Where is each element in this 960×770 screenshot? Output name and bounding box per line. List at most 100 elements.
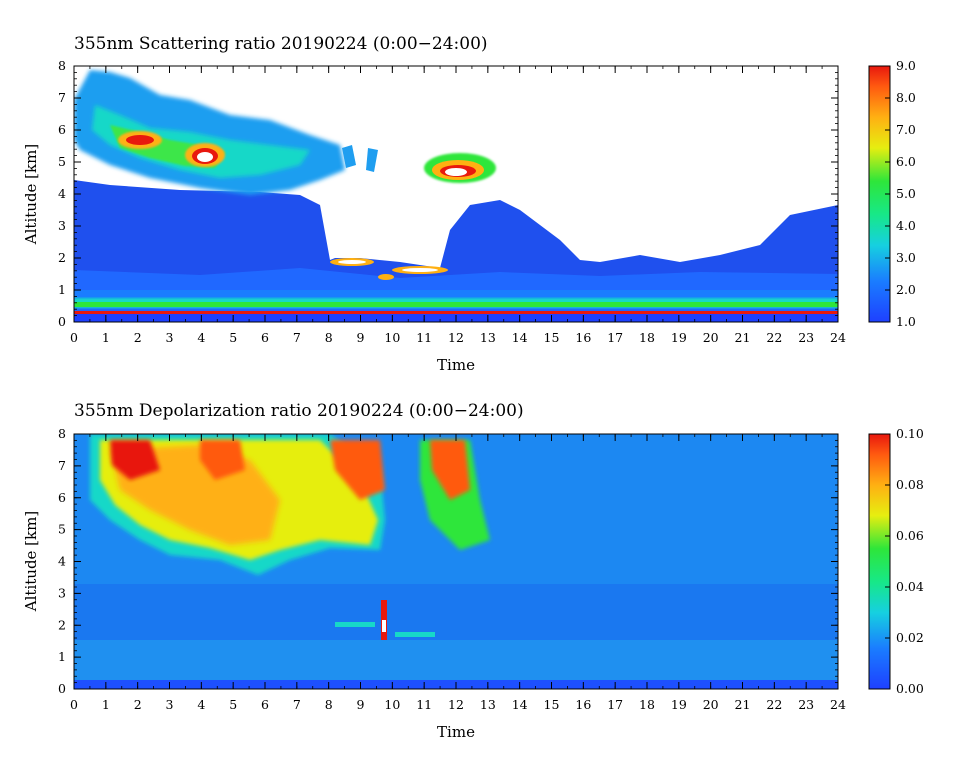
x-tick-label: 12 xyxy=(448,330,464,345)
x-tick-label: 21 xyxy=(735,330,751,345)
x-tick-label: 4 xyxy=(197,697,205,712)
x-tick-label: 23 xyxy=(798,330,814,345)
x-tick-label: 13 xyxy=(480,330,496,345)
depol-midday-red xyxy=(430,440,470,500)
x-tick-label: 11 xyxy=(416,330,432,345)
y-tick-label: 5 xyxy=(58,154,66,169)
panel-scattering-ratio: 355nm Scattering ratio 20190224 (0:00−24… xyxy=(22,34,916,374)
colorbar-tick-label: 0.00 xyxy=(896,681,924,696)
x-tick-label: 23 xyxy=(798,697,814,712)
x-tick-label: 18 xyxy=(639,330,655,345)
x-tick-label: 1 xyxy=(102,697,110,712)
panel2-colorbar-gradient xyxy=(868,433,891,690)
depol-low-cloud-cyan-1 xyxy=(335,622,375,627)
y-tick-label: 6 xyxy=(58,490,66,505)
colorbar-tick-label: 1.0 xyxy=(896,314,916,329)
y-tick-label: 7 xyxy=(58,458,66,473)
depol-low-cloud-sat xyxy=(382,620,386,632)
colorbar-tick-label: 7.0 xyxy=(896,122,916,137)
panel1-x-axis: 0 1 2 3 4 5 6 7 8 9 10 11 12 13 14 15 16 17 18 19 20 21 22 23 24 xyxy=(70,66,846,345)
x-tick-label: 15 xyxy=(544,697,560,712)
x-tick-label: 14 xyxy=(512,330,528,345)
x-tick-label: 14 xyxy=(512,697,528,712)
x-tick-label: 20 xyxy=(703,697,719,712)
colorbar-tick-label: 6.0 xyxy=(896,154,916,169)
x-tick-label: 4 xyxy=(197,330,205,345)
colorbar-tick-label: 0.08 xyxy=(896,477,924,492)
panel1-y-axis: 0 1 2 3 4 5 6 7 8 xyxy=(58,58,838,329)
y-tick-label: 5 xyxy=(58,522,66,537)
y-tick-label: 4 xyxy=(58,554,66,569)
colorbar-tick-label: 9.0 xyxy=(896,58,916,73)
colorbar-tick-label: 4.0 xyxy=(896,218,916,233)
colorbar-tick-label: 0.04 xyxy=(896,579,924,594)
x-tick-label: 11 xyxy=(416,697,432,712)
cirrus-cyan xyxy=(92,105,310,178)
panel2-x-axis: 0 1 2 3 4 5 6 7 8 9 10 11 12 13 14 15 16 17 18 19 20 21 22 23 24 xyxy=(70,434,846,712)
bl-band-red xyxy=(74,311,838,314)
x-tick-label: 19 xyxy=(671,697,687,712)
cirrus-core-2-sat xyxy=(197,152,213,162)
x-tick-label: 6 xyxy=(261,330,269,345)
panel2-y-axis: 0 1 2 3 4 5 6 7 8 xyxy=(58,426,838,696)
panel2-colorbar: 0.00 0.02 0.04 0.06 0.08 0.10 xyxy=(868,426,924,696)
x-tick-label: 1 xyxy=(102,330,110,345)
x-tick-label: 9 xyxy=(357,697,365,712)
x-tick-label: 8 xyxy=(325,697,333,712)
cirrus-core-1-red xyxy=(126,135,154,145)
x-tick-label: 15 xyxy=(544,330,560,345)
x-tick-label: 16 xyxy=(575,697,591,712)
x-tick-label: 19 xyxy=(671,330,687,345)
x-tick-label: 8 xyxy=(325,330,333,345)
depol-cirrus-red-1 xyxy=(110,440,160,480)
y-tick-label: 6 xyxy=(58,122,66,137)
x-tick-label: 3 xyxy=(166,697,174,712)
x-tick-label: 22 xyxy=(766,697,782,712)
depol-cirrus-red-2 xyxy=(200,440,245,480)
x-tick-label: 2 xyxy=(134,697,142,712)
patch-cloud-2 xyxy=(366,148,378,172)
x-tick-label: 16 xyxy=(575,330,591,345)
y-tick-label: 1 xyxy=(58,649,66,664)
x-tick-label: 12 xyxy=(448,697,464,712)
x-tick-label: 2 xyxy=(134,330,142,345)
x-tick-label: 0 xyxy=(70,330,78,345)
depol-cirrus-red-3 xyxy=(330,440,385,500)
x-tick-label: 0 xyxy=(70,697,78,712)
panel2-colorbar-ticks: 0.00 0.02 0.04 0.06 0.08 0.10 xyxy=(885,426,924,696)
colorbar-tick-label: 0.06 xyxy=(896,528,924,543)
x-tick-label: 10 xyxy=(384,330,400,345)
panel1-heatmap xyxy=(74,66,838,322)
depol-bl xyxy=(74,640,838,680)
panel2-title: 355nm Depolarization ratio 20190224 (0:0… xyxy=(74,401,524,421)
y-tick-label: 2 xyxy=(58,250,66,265)
panel2-heatmap xyxy=(74,434,838,689)
depol-low-cloud-cyan-2 xyxy=(395,632,435,637)
y-tick-label: 8 xyxy=(58,58,66,73)
x-tick-label: 21 xyxy=(735,697,751,712)
y-tick-label: 8 xyxy=(58,426,66,441)
x-tick-label: 7 xyxy=(293,330,301,345)
y-tick-label: 1 xyxy=(58,282,66,297)
x-tick-label: 5 xyxy=(229,330,237,345)
x-tick-label: 7 xyxy=(293,697,301,712)
y-tick-label: 3 xyxy=(58,218,66,233)
x-tick-label: 18 xyxy=(639,697,655,712)
panel-depolarization-ratio: 355nm Depolarization ratio 20190224 (0:0… xyxy=(22,401,924,741)
bl-band-green xyxy=(74,302,838,307)
y-tick-label: 3 xyxy=(58,585,66,600)
x-tick-label: 24 xyxy=(830,697,846,712)
y-tick-label: 2 xyxy=(58,617,66,632)
x-tick-label: 5 xyxy=(229,697,237,712)
low-cloud-2-sat xyxy=(402,268,438,272)
x-tick-label: 17 xyxy=(607,330,623,345)
low-cloud-3 xyxy=(378,274,394,280)
panel1-colorbar-ticks: 1.0 2.0 3.0 4.0 5.0 6.0 7.0 8.0 9.0 xyxy=(885,58,916,329)
low-cloud-1-sat xyxy=(338,260,366,264)
x-tick-label: 9 xyxy=(357,330,365,345)
colorbar-tick-label: 0.02 xyxy=(896,630,924,645)
x-tick-label: 3 xyxy=(166,330,174,345)
y-tick-label: 0 xyxy=(58,314,66,329)
patch-cloud-1 xyxy=(342,145,356,168)
